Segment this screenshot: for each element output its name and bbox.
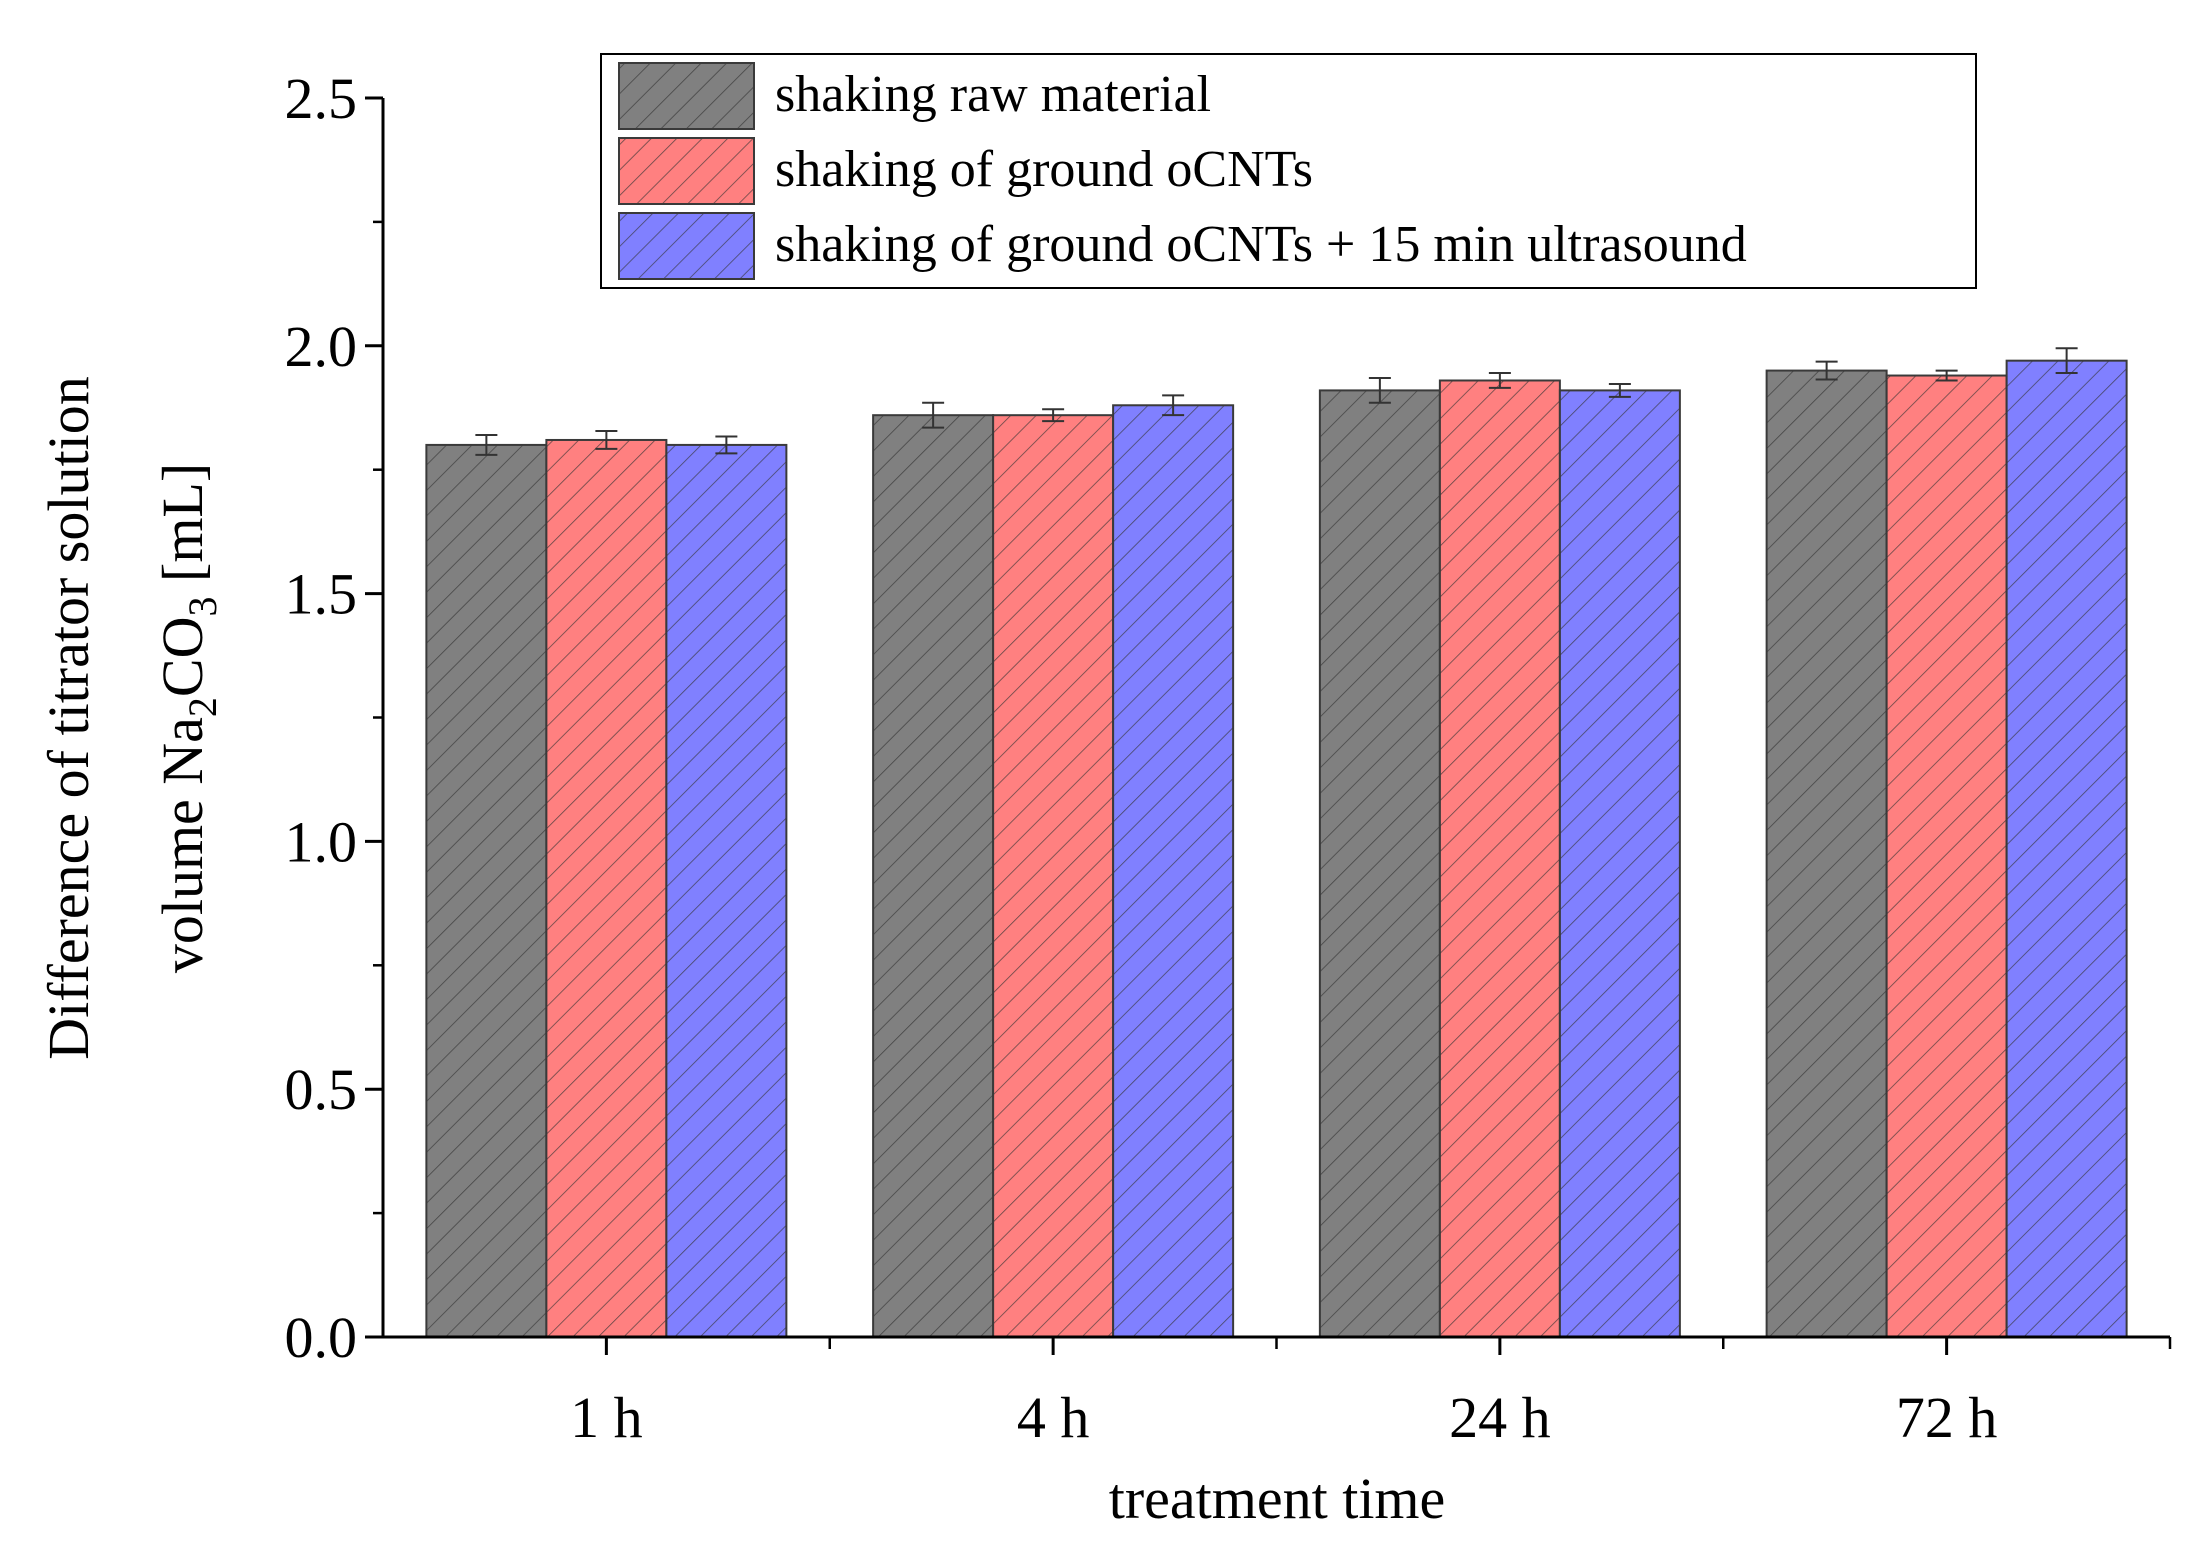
y-tick-label-6: 2.5 bbox=[285, 66, 358, 131]
x-tick-label-4: 72 h bbox=[1896, 1385, 1998, 1450]
bar-hatch-2-1 bbox=[545, 438, 668, 1338]
legend-item-2: shaking of ground oCNTs bbox=[618, 137, 1313, 205]
error-bars-layer bbox=[475, 347, 2078, 456]
legend-frame bbox=[600, 53, 1977, 289]
x-tick-label-1: 1 h bbox=[570, 1385, 643, 1450]
bar-hatch-1-1 bbox=[425, 443, 548, 1339]
error-bar-3-1 bbox=[715, 435, 738, 455]
error-bar-2-2 bbox=[1042, 408, 1065, 423]
y-tick-label-5: 2.0 bbox=[285, 314, 358, 379]
y-tick-label-3: 1.0 bbox=[285, 809, 358, 874]
error-bar-1-1 bbox=[475, 434, 498, 456]
bar-hatch-1-2 bbox=[872, 414, 995, 1338]
error-bar-3-2 bbox=[1162, 394, 1185, 417]
bar-hatch-3-2 bbox=[1112, 404, 1235, 1339]
y-axis-label-line2: volume Na2CO3 [mL] bbox=[150, 463, 225, 973]
legend-label-2: shaking of ground oCNTs bbox=[775, 141, 1313, 198]
error-bar-1-2 bbox=[922, 401, 945, 429]
y-ticks: 0.0 0.5 1.0 1.5 2.0 2.5 bbox=[285, 66, 383, 1370]
x-tick-label-3: 24 h bbox=[1449, 1385, 1551, 1450]
legend-label-1: shaking raw material bbox=[775, 66, 1211, 123]
y-tick-label-1: 0.0 bbox=[285, 1305, 358, 1370]
bar-hatch-1-4 bbox=[1765, 369, 1888, 1338]
error-bar-2-4 bbox=[1935, 369, 1958, 382]
legend: shaking raw material shaking of ground oC… bbox=[600, 53, 1977, 289]
y-axis-label-line1: Difference of titrator solution bbox=[36, 376, 101, 1059]
bar-hatch-2-2 bbox=[992, 414, 1115, 1338]
bar-hatch-2-4 bbox=[1885, 374, 2008, 1338]
bar-hatch-3-4 bbox=[2005, 359, 2128, 1338]
y-tick-label-2: 0.5 bbox=[285, 1057, 358, 1122]
error-bar-3-4 bbox=[2055, 347, 2078, 375]
legend-item-3: shaking of ground oCNTs + 15 min ultraso… bbox=[618, 212, 1747, 280]
legend-label-3: shaking of ground oCNTs + 15 min ultraso… bbox=[775, 216, 1747, 273]
x-axis-label: treatment time bbox=[1109, 1466, 1446, 1531]
y-tick-label-4: 1.5 bbox=[285, 562, 358, 627]
bars-layer bbox=[425, 359, 2128, 1339]
y-axis-label: Difference of titrator solution volume N… bbox=[36, 376, 225, 1059]
bar-hatch-3-1 bbox=[665, 443, 788, 1339]
error-bar-2-3 bbox=[1488, 372, 1511, 389]
error-bar-3-3 bbox=[1608, 382, 1631, 398]
bar-hatch-2-3 bbox=[1438, 379, 1561, 1338]
bar-hatch-3-3 bbox=[1558, 389, 1681, 1338]
error-bar-1-3 bbox=[1368, 377, 1391, 404]
x-ticks: 1 h 4 h 24 h 72 h bbox=[570, 1337, 2172, 1450]
error-bar-1-4 bbox=[1815, 360, 1838, 381]
error-bar-2-1 bbox=[595, 430, 618, 450]
x-tick-label-2: 4 h bbox=[1017, 1385, 1090, 1450]
bar-hatch-1-3 bbox=[1318, 389, 1441, 1338]
legend-item-1: shaking raw material bbox=[618, 62, 1211, 130]
